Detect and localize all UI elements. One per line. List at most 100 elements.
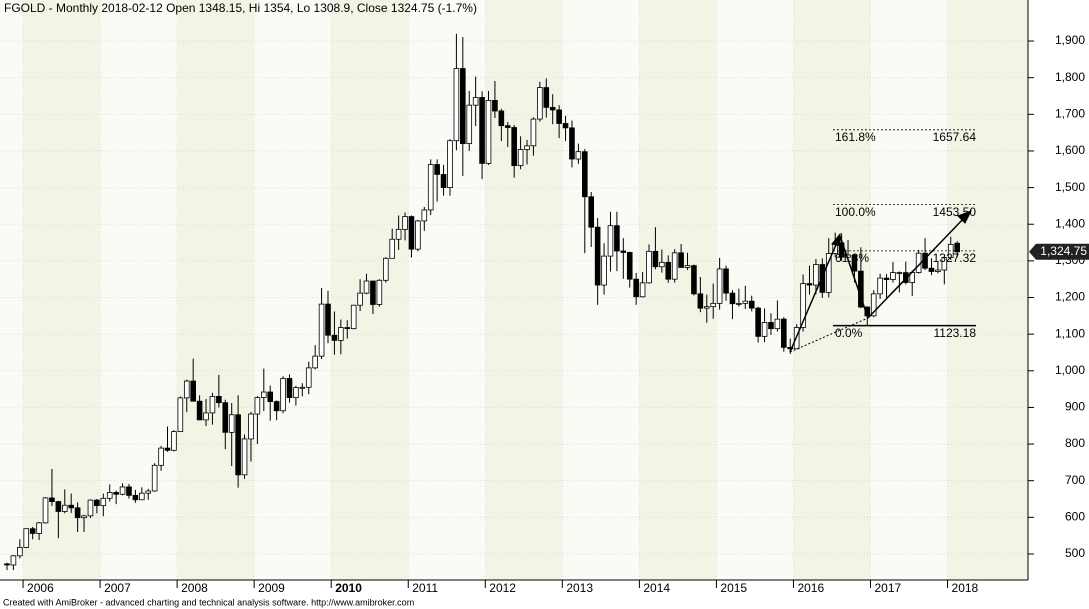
candle-body [382, 257, 389, 281]
y-tick-label: 1,000 [1055, 363, 1085, 377]
candle-body [691, 265, 697, 295]
x-tick-label: 2006 [27, 581, 54, 595]
candle-body [254, 397, 261, 415]
candle-body [61, 504, 68, 512]
candle-body [575, 151, 582, 160]
candle-body [55, 501, 62, 512]
arrow-head [957, 210, 973, 224]
trend-annotations [789, 210, 973, 353]
candle-body [671, 252, 678, 280]
candle-body [684, 265, 691, 268]
candle-body [594, 226, 601, 286]
year-band [870, 0, 948, 580]
year-band [0, 0, 24, 580]
y-tick-label: 1,700 [1055, 106, 1085, 120]
candle-body [781, 318, 787, 348]
x-tick-label: 2014 [643, 581, 670, 595]
candle-body [87, 499, 94, 517]
candle-body [485, 99, 492, 164]
candle-body [588, 196, 595, 228]
year-band [485, 0, 563, 580]
candle-body [941, 257, 948, 271]
candle-body [273, 401, 280, 412]
candle-body [299, 386, 306, 389]
candle-body [511, 127, 517, 167]
candle-body [113, 492, 119, 495]
candle-body [903, 272, 909, 283]
candle-body [774, 318, 781, 330]
candle-body [460, 68, 466, 145]
candle-body [267, 391, 274, 402]
candle-body [305, 367, 312, 388]
candle-body [415, 220, 421, 250]
candle-body [697, 293, 704, 309]
candle-body [427, 164, 434, 211]
candle-body [626, 252, 633, 280]
candle-body [4, 563, 10, 566]
candle-body [556, 109, 562, 124]
candle-body [639, 282, 646, 298]
candle-body [890, 272, 896, 280]
candle-body [363, 280, 370, 294]
year-band [23, 0, 101, 580]
candle-body [81, 515, 87, 519]
candle-body [100, 497, 107, 507]
candle-body [742, 300, 749, 304]
y-tick-label: 1,600 [1055, 143, 1085, 157]
candle-body [492, 99, 498, 112]
candle-body [357, 292, 363, 306]
fib-name: 61.8% [835, 251, 869, 265]
x-tick-label: 2016 [797, 581, 824, 595]
candle-body [800, 283, 806, 328]
candle-body [954, 242, 960, 253]
candle-body [74, 507, 81, 519]
candle-body [530, 118, 537, 147]
candle-body [36, 522, 42, 534]
candle-body [151, 464, 158, 492]
candle-body [344, 327, 351, 330]
candle-body [338, 327, 344, 341]
candle-body [17, 546, 23, 557]
candle-body [877, 277, 883, 295]
candle-body [549, 106, 556, 111]
candle-body [376, 279, 383, 305]
candle-body [646, 250, 652, 284]
candle-body [825, 253, 832, 293]
x-tick-label: 2010 [335, 581, 362, 595]
candle-body [293, 387, 299, 398]
trend-line [789, 239, 839, 353]
candle-body [761, 322, 768, 337]
candle-body [29, 528, 36, 534]
candle-body [106, 492, 113, 499]
fib-name: 100.0% [835, 205, 876, 219]
candle-body [139, 492, 145, 501]
candle-body [260, 391, 267, 398]
candle-body [183, 380, 190, 399]
candle-body [768, 322, 774, 330]
candle-body [177, 397, 184, 433]
candle-body [421, 209, 428, 222]
candle-body [620, 250, 627, 253]
y-tick-label: 1,500 [1055, 180, 1085, 194]
x-tick-label: 2017 [874, 581, 901, 595]
candle-body [331, 334, 338, 341]
x-tick-label: 2009 [258, 581, 285, 595]
candle-body [883, 277, 890, 280]
year-band [177, 0, 255, 580]
candle-body [94, 499, 100, 507]
candle-body [23, 528, 30, 548]
candle-body [748, 300, 755, 309]
candle-body [562, 123, 569, 129]
candle-body [434, 164, 440, 175]
candle-body [716, 268, 723, 304]
candle-body [787, 346, 794, 350]
candle-body [935, 269, 941, 272]
candle-body [601, 255, 607, 286]
arrow-head [831, 232, 841, 247]
candle-body [119, 486, 126, 495]
candle-body [325, 303, 331, 336]
y-tick-label: 1,200 [1055, 290, 1085, 304]
candle-body [190, 380, 196, 402]
y-tick-label: 900 [1065, 400, 1085, 414]
